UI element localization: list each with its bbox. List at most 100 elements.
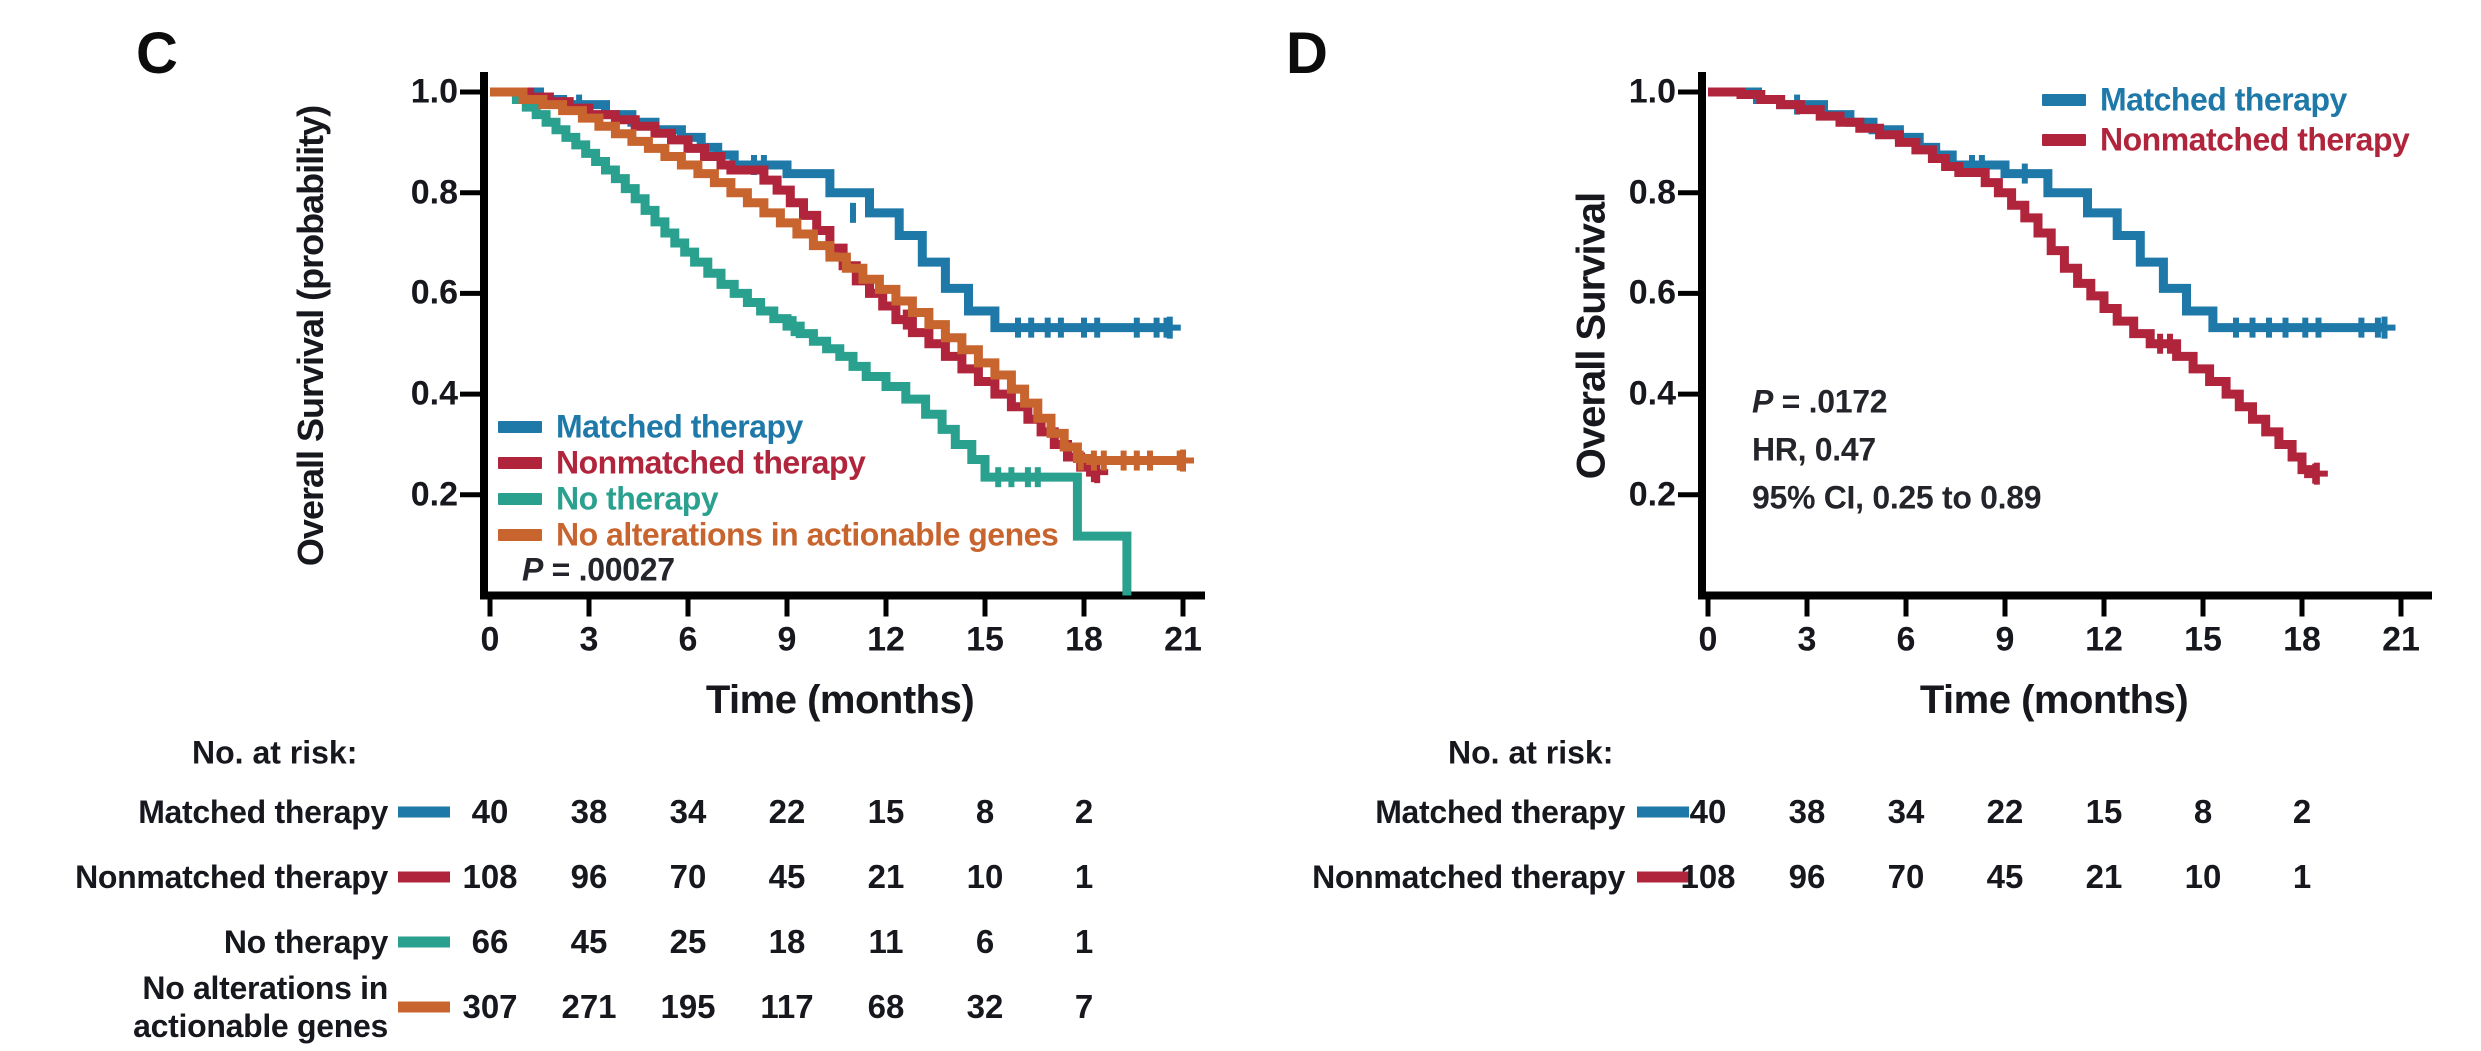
risk-count: 40 — [1689, 793, 1727, 830]
y-tick-label: 0.8 — [1628, 173, 1676, 212]
risk-row-swatch — [1637, 871, 1689, 883]
panel-c-risk-header: No. at risk: — [192, 734, 358, 771]
risk-count: 38 — [570, 793, 608, 830]
panel-c-y-axis-label: Overall Survival (probability) — [290, 105, 331, 567]
risk-count: 34 — [1887, 793, 1925, 830]
risk-count: 68 — [867, 988, 905, 1025]
x-tick-label: 3 — [579, 620, 599, 659]
risk-row-swatch — [398, 871, 450, 883]
risk-count: 271 — [561, 988, 617, 1025]
risk-row-label: Nonmatched therapy — [75, 859, 388, 895]
risk-count: 96 — [570, 858, 608, 895]
nonmatched-therapy-swatch — [2042, 134, 2086, 146]
risk-row-swatch — [1637, 806, 1689, 818]
risk-count: 70 — [1887, 858, 1925, 895]
risk-count: 10 — [2184, 858, 2222, 895]
risk-count: 117 — [760, 988, 814, 1025]
y-tick-label: 0.8 — [410, 173, 458, 212]
risk-count: 8 — [2193, 793, 2213, 830]
risk-count: 45 — [768, 858, 806, 895]
km-curve-no-alterations-in-actionable-genes — [490, 87, 1183, 466]
risk-count: 70 — [669, 858, 707, 895]
legend-label: Nonmatched therapy — [2100, 121, 2410, 158]
x-tick-label: 9 — [777, 620, 797, 659]
y-tick-label: 0.6 — [410, 273, 458, 312]
y-tick-label: 1.0 — [1628, 72, 1676, 111]
y-tick-label: 0.2 — [410, 475, 458, 514]
y-tick-label: 0.6 — [1628, 273, 1676, 312]
risk-count: 6 — [975, 923, 995, 960]
risk-count: 21 — [867, 858, 905, 895]
panel-c-x-axis-label: Time (months) — [705, 678, 975, 722]
km-curve-no-therapy — [490, 87, 1132, 596]
matched-therapy-swatch — [498, 421, 542, 433]
risk-count: 34 — [669, 793, 707, 830]
risk-row-swatch — [398, 936, 450, 948]
panel-c-p-value: P = .00027 — [522, 551, 675, 588]
y-tick-label: 0.4 — [1628, 374, 1676, 413]
risk-count: 307 — [462, 988, 518, 1025]
risk-count: 1 — [1074, 858, 1094, 895]
x-tick-label: 18 — [1065, 620, 1103, 659]
legend-label: Nonmatched therapy — [556, 444, 866, 481]
risk-row-label: Matched therapy — [138, 794, 388, 830]
panel-d-hazard-ratio: HR, 0.47 — [1752, 431, 1876, 468]
risk-row-label: Matched therapy — [1375, 794, 1625, 830]
panel-d-p-value: P = .0172 — [1752, 383, 1888, 420]
risk-count: 2 — [2292, 793, 2312, 830]
x-tick-label: 9 — [1995, 620, 2015, 659]
risk-count: 38 — [1788, 793, 1826, 830]
x-tick-label: 3 — [1797, 620, 1817, 659]
x-tick-label: 15 — [2184, 620, 2222, 659]
x-tick-label: 12 — [867, 620, 905, 659]
risk-count: 45 — [570, 923, 608, 960]
risk-count: 66 — [471, 923, 509, 960]
risk-count: 7 — [1074, 988, 1094, 1025]
nonmatched-therapy-swatch — [498, 457, 542, 469]
risk-count: 18 — [768, 923, 806, 960]
risk-count: 40 — [471, 793, 509, 830]
legend-label: Matched therapy — [556, 408, 803, 445]
x-tick-label: 0 — [480, 620, 500, 659]
risk-count: 22 — [1986, 793, 2024, 830]
risk-row-label: No therapy — [223, 924, 388, 960]
km-curve-nonmatched-therapy — [1708, 87, 2317, 479]
risk-count: 2 — [1074, 793, 1094, 830]
risk-row-label: Nonmatched therapy — [1312, 859, 1625, 895]
risk-count: 45 — [1986, 858, 2024, 895]
risk-count: 11 — [868, 923, 904, 960]
risk-count: 15 — [2085, 793, 2123, 830]
risk-count: 96 — [1788, 858, 1826, 895]
risk-count: 1 — [2292, 858, 2312, 895]
x-tick-label: 6 — [678, 620, 698, 659]
risk-count: 10 — [966, 858, 1004, 895]
x-tick-label: 0 — [1698, 620, 1718, 659]
risk-count: 108 — [1680, 858, 1736, 895]
legend-label: No therapy — [556, 480, 719, 517]
panel-d-letter: D — [1286, 21, 1328, 86]
risk-count: 195 — [660, 988, 716, 1025]
risk-count: 22 — [768, 793, 806, 830]
risk-count: 108 — [462, 858, 518, 895]
x-tick-label: 6 — [1896, 620, 1916, 659]
x-tick-label: 12 — [2085, 620, 2123, 659]
risk-count: 25 — [669, 923, 707, 960]
panel-d-confidence-interval: 95% CI, 0.25 to 0.89 — [1752, 479, 2042, 516]
legend-label: No alterations in actionable genes — [556, 516, 1059, 553]
risk-count: 15 — [867, 793, 905, 830]
y-tick-label: 1.0 — [410, 72, 458, 111]
no-therapy-swatch — [498, 493, 542, 505]
no-alterations-swatch — [498, 529, 542, 541]
x-tick-label: 18 — [2283, 620, 2321, 659]
x-tick-label: 21 — [2382, 620, 2420, 659]
risk-count: 8 — [975, 793, 995, 830]
matched-therapy-swatch — [2042, 94, 2086, 106]
risk-count: 1 — [1074, 923, 1094, 960]
panel-d-x-axis-label: Time (months) — [1919, 678, 2189, 722]
risk-row-label: No alterations in actionable genes — [133, 970, 388, 1044]
km-curve-matched-therapy — [490, 87, 1170, 333]
risk-row-swatch — [398, 1001, 450, 1013]
risk-count: 21 — [2085, 858, 2123, 895]
